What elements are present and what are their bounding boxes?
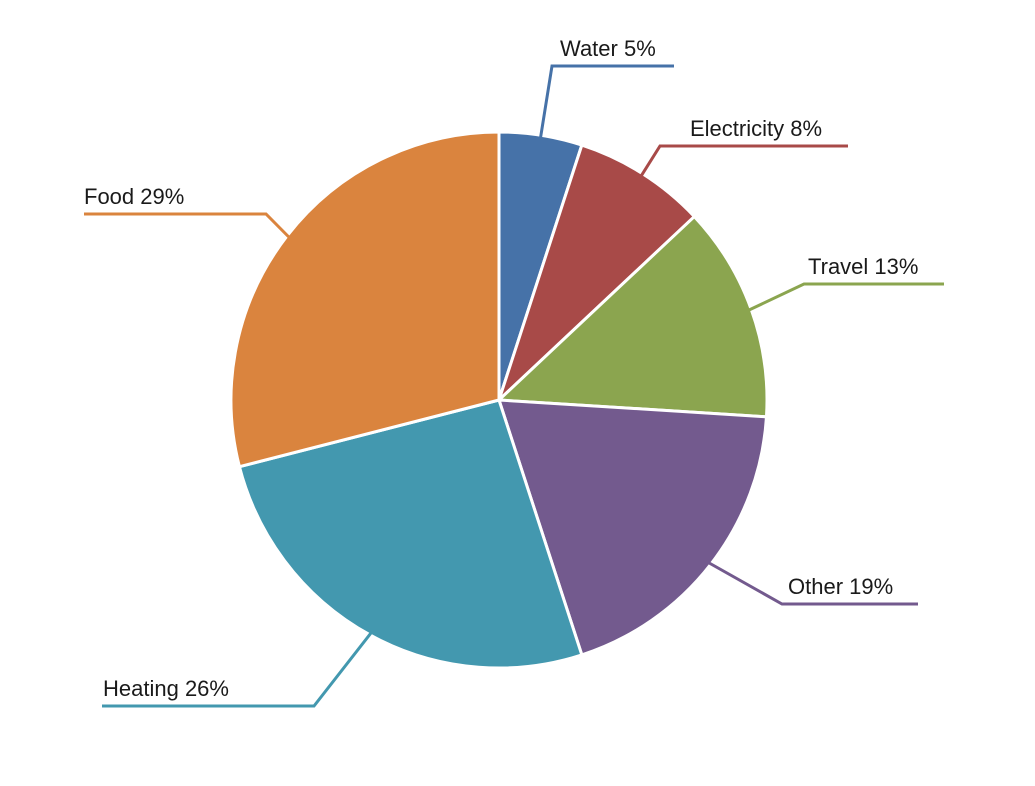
slice-label-electricity: Electricity 8%: [690, 116, 822, 141]
leader-line-water: [539, 64, 674, 138]
leader-line-food: [84, 212, 290, 239]
slice-labels: Water 5% Electricity 8% Travel 13% Other 19…: [84, 36, 918, 701]
pie-slices: [229, 130, 769, 670]
leader-line-heating: [102, 632, 373, 708]
slice-label-other: Other 19%: [788, 574, 893, 599]
leader-line-other: [708, 561, 918, 606]
slice-label-food: Food 29%: [84, 184, 184, 209]
slice-label-heating: Heating 26%: [103, 676, 229, 701]
leader-line-travel: [748, 282, 944, 312]
leader-line-electricity: [640, 144, 848, 177]
slice-label-water: Water 5%: [560, 36, 656, 61]
leader-lines: [84, 64, 944, 708]
slice-label-travel: Travel 13%: [808, 254, 918, 279]
